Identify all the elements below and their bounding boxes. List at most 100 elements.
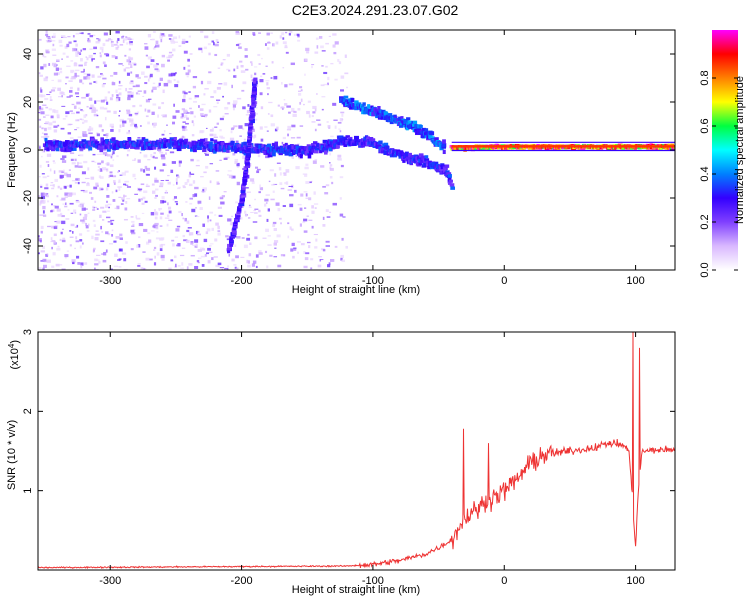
noise-cell [118,196,122,199]
noise-cell [209,211,214,214]
noise-cell [74,129,77,131]
y-tick-label: 20 [22,96,34,108]
noise-cell [125,200,128,204]
noise-cell [203,238,208,243]
noise-cell [88,126,92,128]
noise-cell [158,207,163,210]
noise-cell [161,54,166,58]
track-cell [183,143,188,148]
track-cell [90,138,96,142]
noise-cell [132,173,136,178]
noise-cell [225,235,229,238]
noise-cell [162,200,167,203]
noise-cell [174,201,178,203]
noise-cell [248,253,252,257]
noise-cell [208,71,212,74]
noise-cell [329,152,332,156]
noise-cell [159,169,164,172]
track-cell [55,140,59,145]
noise-cell [243,244,248,249]
noise-cell [221,268,224,270]
noise-cell [194,239,199,243]
noise-cell [66,173,72,178]
noise-cell [52,252,56,256]
noise-cell [146,173,150,176]
noise-cell [344,54,347,58]
noise-cell [264,203,267,207]
noise-cell [129,43,133,46]
spectral-track [339,95,447,155]
track-cell [126,141,131,146]
noise-cell [176,225,181,228]
noise-cell [204,113,208,117]
noise-cell [186,112,190,114]
noise-cell [64,256,67,259]
noise-cell [97,75,102,78]
noise-cell [289,30,293,34]
track-cell [163,143,168,149]
noise-cell [87,93,90,96]
noise-cell [292,255,295,259]
noise-cell [252,260,257,264]
noise-cell [195,230,198,235]
noise-cell [47,200,50,203]
noise-cell [220,201,225,205]
noise-cell [241,127,245,131]
track-cell [266,147,271,152]
noise-cell [103,99,108,102]
noise-cell [180,267,184,269]
noise-cell [182,127,187,129]
noise-cell [101,253,104,255]
noise-cell [159,35,163,39]
noise-cell [108,243,113,245]
noise-cell [44,127,47,132]
noise-cell [290,110,295,113]
noise-cell [56,195,59,198]
noise-cell [70,212,74,214]
noise-cell [51,203,53,206]
noise-cell [205,127,208,129]
noise-cell [287,235,290,239]
track-cell [267,143,272,147]
noise-cell [312,160,317,164]
noise-cell [310,267,313,270]
noise-cell [154,209,156,212]
noise-cell [235,201,239,204]
track-cell [329,144,333,148]
noise-cell [44,97,49,101]
noise-cell [85,114,88,117]
noise-cell [266,130,269,132]
noise-cell [252,221,258,223]
noise-cell [203,171,207,174]
noise-cell [147,98,152,100]
noise-cell [217,225,220,230]
noise-cell [168,267,172,270]
noise-cell [180,136,183,139]
noise-cell [121,36,124,39]
track-cell [355,138,359,144]
noise-cell [118,129,121,133]
noise-cell [117,88,122,90]
noise-cell [126,186,132,188]
noise-cell [95,65,100,69]
noise-cell [189,107,192,110]
noise-cell [147,33,152,38]
track-cell [444,164,450,168]
noise-cell [99,52,102,55]
noise-cell [153,64,158,68]
noise-cell [340,257,343,261]
x-tick-label: 0 [501,275,507,287]
track-cell [333,143,337,148]
track-cell [447,174,452,178]
noise-cell [293,247,297,250]
noise-cell [306,51,310,54]
noise-cell [216,101,219,105]
noise-cell [82,242,84,245]
noise-cell [168,54,173,59]
noise-cell [270,114,274,118]
noise-cell [93,224,96,227]
noise-cell [41,136,46,138]
noise-cell [197,200,202,204]
noise-cell [325,209,329,213]
noise-cell [41,127,44,130]
